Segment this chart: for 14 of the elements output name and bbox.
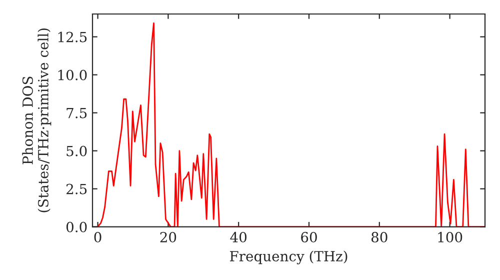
x-tick-label: 60 [301,232,317,242]
y-tick-label: 10.0 [58,70,87,80]
y-axis-title: Phonon DOS (States/THz·primitive cell) [22,28,52,212]
x-tick-label: 0 [94,232,102,242]
x-tick-label: 100 [438,232,462,242]
y-tick-label: 7.5 [66,108,87,118]
x-tick-label: 20 [160,232,176,242]
x-tick-label: 40 [230,232,246,242]
y-tick-label: 0.0 [66,222,87,232]
x-tick-label: 80 [371,232,388,242]
x-axis-title: Frequency (THz) [230,250,348,264]
y-tick-label: 5.0 [66,146,87,156]
y-tick-label: 2.5 [66,184,87,194]
y-tick-label: 12.5 [58,32,87,42]
